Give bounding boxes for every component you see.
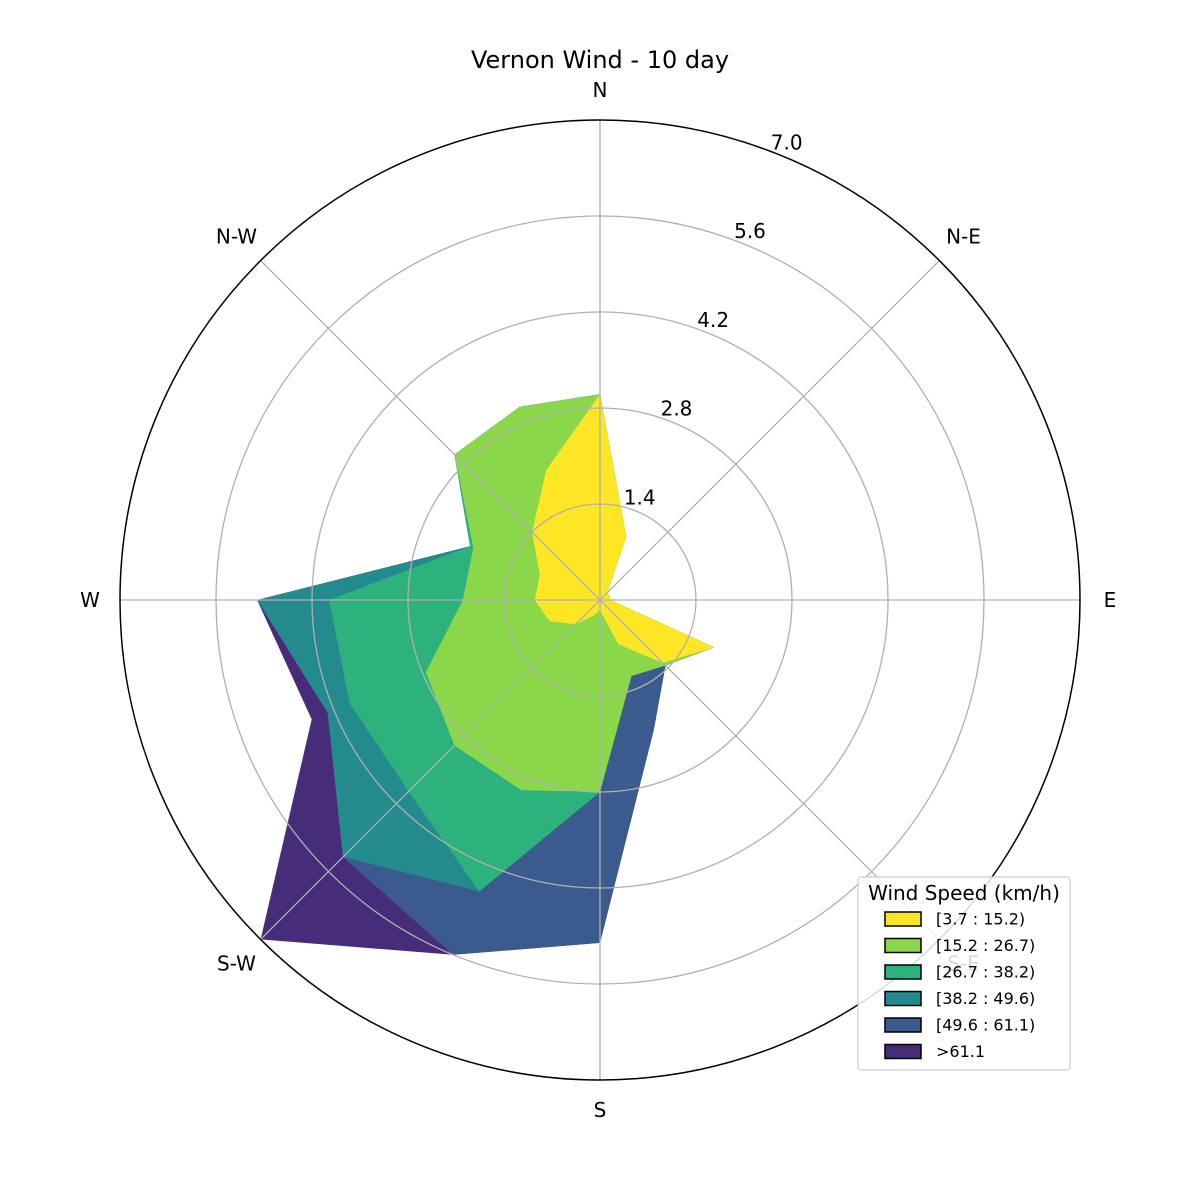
direction-label-s-w: S-W [217, 952, 256, 976]
legend-swatch [884, 990, 922, 1007]
legend-swatch [884, 1017, 922, 1033]
grid-spoke-n-e [599, 260, 940, 601]
direction-label-n-e: N-E [946, 225, 981, 249]
legend-label: [38.2 : 49.6) [936, 989, 1035, 1008]
legend-label: [49.6 : 61.1) [936, 1016, 1035, 1035]
legend: Wind Speed (km/h) [3.7 : 15.2) [15.2 : 26… [857, 876, 1071, 1071]
legend-label: >61.1 [936, 1042, 985, 1061]
radial-tick-label: 5.6 [734, 219, 766, 243]
legend-label: [26.7 : 38.2) [936, 963, 1035, 982]
legend-item: [3.7 : 15.2) [884, 910, 1025, 929]
polar-grid [119, 119, 1081, 1081]
legend-items: [3.7 : 15.2) [15.2 : 26.7) [26.7 : 38.2) [3… [884, 910, 1035, 1061]
legend-label: [15.2 : 26.7) [936, 936, 1035, 955]
legend-item: [38.2 : 49.6) [884, 989, 1035, 1008]
radial-tick-label: 4.2 [697, 308, 729, 332]
direction-label-e: E [1104, 588, 1117, 612]
legend-item: [15.2 : 26.7) [884, 936, 1035, 955]
direction-label-n-w: N-W [216, 225, 257, 249]
grid-spoke-s-w [260, 599, 601, 940]
chart-title: Vernon Wind - 10 day [471, 46, 729, 74]
radial-tick-label: 2.8 [661, 397, 693, 421]
grid-spoke-n-w [260, 260, 601, 601]
legend-item: [26.7 : 38.2) [884, 963, 1035, 982]
direction-label-w: W [80, 588, 100, 612]
direction-label-n: N [593, 78, 608, 102]
legend-title: Wind Speed (km/h) [868, 881, 1060, 905]
legend-item: >61.1 [884, 1042, 985, 1061]
legend-swatch [884, 1043, 922, 1060]
legend-swatch [884, 911, 922, 927]
direction-label-s: S [594, 1098, 607, 1122]
legend-swatch [884, 964, 922, 980]
legend-swatch [884, 937, 922, 954]
legend-item: [49.6 : 61.1) [884, 1016, 1035, 1035]
radial-tick-label: 7.0 [771, 131, 803, 155]
series-areas [257, 394, 714, 955]
outer-ring [119, 119, 1081, 1081]
radial-tick-label: 1.4 [624, 485, 656, 509]
legend-label: [3.7 : 15.2) [936, 910, 1025, 929]
series-area-1 [532, 394, 714, 663]
